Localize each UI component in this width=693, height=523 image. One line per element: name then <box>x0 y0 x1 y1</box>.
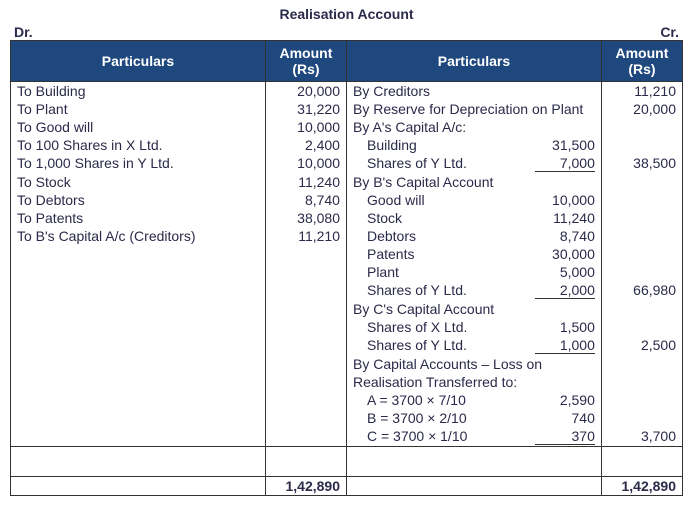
dr-particular <box>11 300 266 318</box>
dr-particular <box>11 427 266 447</box>
dr-amount <box>265 318 346 336</box>
cr-amount: 20,000 <box>601 100 682 118</box>
dr-particular: To Patents <box>11 209 266 227</box>
col-cr-particulars: Particulars <box>346 41 601 82</box>
cr-amount: 11,210 <box>601 82 682 101</box>
dr-amount <box>265 245 346 263</box>
cr-amount <box>601 318 682 336</box>
dr-amount <box>265 373 346 391</box>
dr-particular <box>11 409 266 427</box>
dr-amount: 2,400 <box>265 136 346 154</box>
cr-particular: By Reserve for Depreciation on Plant <box>346 100 601 118</box>
dr-amount <box>265 336 346 355</box>
cr-amount: 3,700 <box>601 427 682 447</box>
cr-amount <box>601 209 682 227</box>
dr-particular: To 100 Shares in X Ltd. <box>11 136 266 154</box>
cr-amount <box>601 409 682 427</box>
dr-particular <box>11 281 266 300</box>
cr-amount <box>601 355 682 373</box>
cr-particular: By Creditors <box>346 82 601 101</box>
cr-amount <box>601 263 682 281</box>
dr-particular <box>11 355 266 373</box>
cr-particular: A = 3700 × 7/102,590 <box>346 391 601 409</box>
cr-particular: Good will10,000 <box>346 191 601 209</box>
cr-amount <box>601 118 682 136</box>
dr-particular: To Building <box>11 82 266 101</box>
cr-particular: By B's Capital Account <box>346 173 601 191</box>
cr-amount <box>601 136 682 154</box>
dr-particular: To 1,000 Shares in Y Ltd. <box>11 154 266 173</box>
cr-total: 1,42,890 <box>601 477 682 496</box>
dr-amount: 20,000 <box>265 82 346 101</box>
dr-amount: 10,000 <box>265 118 346 136</box>
cr-particular: Debtors8,740 <box>346 227 601 245</box>
dr-amount <box>265 355 346 373</box>
realisation-table: Particulars Amount (Rs) Particulars Amou… <box>10 40 683 496</box>
cr-amount: 2,500 <box>601 336 682 355</box>
col-dr-amount: Amount (Rs) <box>265 41 346 82</box>
dr-amount: 11,240 <box>265 173 346 191</box>
dr-particular: To Stock <box>11 173 266 191</box>
cr-particular: Stock11,240 <box>346 209 601 227</box>
dr-amount <box>265 409 346 427</box>
account-title: Realisation Account <box>10 6 683 22</box>
cr-particular: Shares of Y Ltd.1,000 <box>346 336 601 355</box>
dr-particular <box>11 245 266 263</box>
dr-amount <box>265 427 346 447</box>
cr-particular: Shares of Y Ltd.7,000 <box>346 154 601 173</box>
dr-particular <box>11 318 266 336</box>
dr-amount: 38,080 <box>265 209 346 227</box>
dr-particular: To Good will <box>11 118 266 136</box>
dr-particular <box>11 263 266 281</box>
dr-amount <box>265 263 346 281</box>
cr-particular: By A's Capital A/c: <box>346 118 601 136</box>
cr-amount <box>601 373 682 391</box>
cr-amount <box>601 227 682 245</box>
cr-particular: By C's Capital Account <box>346 300 601 318</box>
cr-amount: 66,980 <box>601 281 682 300</box>
cr-amount <box>601 391 682 409</box>
cr-amount <box>601 300 682 318</box>
dr-particular <box>11 373 266 391</box>
cr-particular: By Capital Accounts – Loss on <box>346 355 601 373</box>
cr-label: Cr. <box>660 24 679 40</box>
cr-amount: 38,500 <box>601 154 682 173</box>
cr-particular: Shares of Y Ltd.2,000 <box>346 281 601 300</box>
cr-particular: Plant5,000 <box>346 263 601 281</box>
dr-amount: 10,000 <box>265 154 346 173</box>
cr-particular: B = 3700 × 2/10740 <box>346 409 601 427</box>
dr-amount: 8,740 <box>265 191 346 209</box>
col-dr-particulars: Particulars <box>11 41 266 82</box>
cr-amount <box>601 191 682 209</box>
dr-amount <box>265 391 346 409</box>
cr-particular: Realisation Transferred to: <box>346 373 601 391</box>
col-cr-amount: Amount (Rs) <box>601 41 682 82</box>
dr-amount: 11,210 <box>265 227 346 245</box>
cr-particular: Patents30,000 <box>346 245 601 263</box>
dr-amount <box>265 281 346 300</box>
dr-amount <box>265 300 346 318</box>
cr-amount <box>601 245 682 263</box>
dr-particular <box>11 336 266 355</box>
cr-particular: C = 3700 × 1/10370 <box>346 427 601 447</box>
cr-particular: Building31,500 <box>346 136 601 154</box>
dr-label: Dr. <box>14 24 33 40</box>
cr-amount <box>601 173 682 191</box>
cr-particular: Shares of X Ltd.1,500 <box>346 318 601 336</box>
dr-amount: 31,220 <box>265 100 346 118</box>
dr-particular <box>11 391 266 409</box>
dr-particular: To Debtors <box>11 191 266 209</box>
dr-particular: To Plant <box>11 100 266 118</box>
dr-total: 1,42,890 <box>265 477 346 496</box>
dr-particular: To B's Capital A/c (Creditors) <box>11 227 266 245</box>
